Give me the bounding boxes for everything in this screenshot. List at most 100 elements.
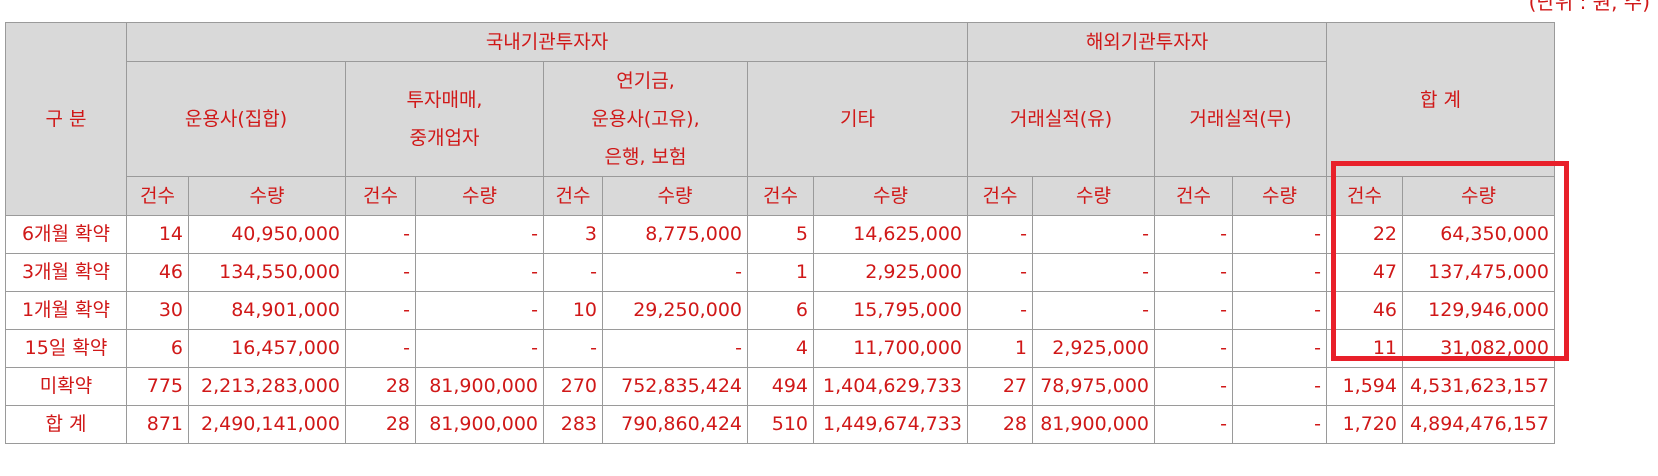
quantity-cell: 84,901,000 (188, 291, 346, 330)
quantity-cell: 2,490,141,000 (188, 405, 346, 444)
quantity-cell: 81,900,000 (415, 405, 544, 444)
quantity-cell: - (602, 253, 748, 292)
quantity-cell: - (1032, 253, 1155, 292)
count-cell: 47 (1326, 253, 1403, 292)
row-label: 1개월 확약 (5, 291, 127, 330)
quantity-cell: 4,894,476,157 (1402, 405, 1555, 444)
quantity-cell: - (1232, 253, 1327, 292)
count-cell: - (1154, 215, 1233, 254)
count-cell: 46 (126, 253, 189, 292)
header-count: 건수 (126, 176, 189, 216)
header-quantity: 수량 (415, 176, 544, 216)
quantity-cell: - (1032, 291, 1155, 330)
quantity-cell: - (1232, 405, 1327, 444)
count-cell: 3 (543, 215, 603, 254)
header-group-broker-dealer: 투자매매, 중개업자 (345, 61, 544, 177)
row-label: 15일 확약 (5, 329, 127, 368)
count-cell: - (345, 329, 416, 368)
count-cell: 1,720 (1326, 405, 1403, 444)
quantity-cell: - (1232, 329, 1327, 368)
row-label: 합 계 (5, 405, 127, 444)
table-row: 1개월 확약 30 84,901,000- -10 29,250,000 6 15,795,… (5, 291, 1555, 330)
quantity-cell: - (415, 291, 544, 330)
header-count: 건수 (1326, 176, 1403, 216)
header-quantity: 수량 (188, 176, 346, 216)
quantity-cell: 16,457,000 (188, 329, 346, 368)
header-group-with-history: 거래실적(유) (967, 61, 1155, 177)
header-quantity: 수량 (602, 176, 748, 216)
count-cell: 6 (747, 291, 814, 330)
count-cell: 1 (747, 253, 814, 292)
header-group-other: 기타 (747, 61, 968, 177)
quantity-cell: 31,082,000 (1402, 329, 1555, 368)
row-label: 3개월 확약 (5, 253, 127, 292)
quantity-cell: 29,250,000 (602, 291, 748, 330)
quantity-cell: 15,795,000 (813, 291, 968, 330)
table-row: 미확약 775 2,213,283,000 28 81,900,000 270 752,83… (5, 367, 1555, 406)
count-cell: 22 (1326, 215, 1403, 254)
header-group-asset-manager: 운용사(집합) (126, 61, 346, 177)
quantity-cell: 40,950,000 (188, 215, 346, 254)
quantity-cell: 64,350,000 (1402, 215, 1555, 254)
quantity-cell: 81,900,000 (415, 367, 544, 406)
count-cell: - (1154, 291, 1233, 330)
quantity-cell: 4,531,623,157 (1402, 367, 1555, 406)
table-row: 6개월 확약 14 40,950,000- -3 8,775,000 5 14,625,00… (5, 215, 1555, 254)
count-cell: 270 (543, 367, 603, 406)
quantity-cell: - (1032, 215, 1155, 254)
header-count: 건수 (345, 176, 416, 216)
header-group-pension-bank-insurance: 연기금, 운용사(고유), 은행, 보험 (543, 61, 748, 177)
header-category: 구 분 (5, 22, 127, 216)
header-count: 건수 (543, 176, 603, 216)
quantity-cell: 752,835,424 (602, 367, 748, 406)
count-cell: 28 (967, 405, 1033, 444)
quantity-cell: - (1232, 215, 1327, 254)
quantity-cell: 1,449,674,733 (813, 405, 968, 444)
count-cell: 871 (126, 405, 189, 444)
header-group-without-history: 거래실적(무) (1154, 61, 1327, 177)
count-cell: - (1154, 367, 1233, 406)
quantity-cell: 8,775,000 (602, 215, 748, 254)
row-label: 미확약 (5, 367, 127, 406)
count-cell: - (967, 253, 1033, 292)
count-cell: - (1154, 253, 1233, 292)
table-row: 15일 확약 6 16,457,000- - - -4 11,700,000 1 2,925,0… (5, 329, 1555, 368)
quantity-cell: 2,925,000 (813, 253, 968, 292)
header-quantity: 수량 (1232, 176, 1327, 216)
count-cell: 5 (747, 215, 814, 254)
quantity-cell: - (415, 329, 544, 368)
quantity-cell: - (1232, 367, 1327, 406)
count-cell: - (345, 215, 416, 254)
table-row: 합 계 871 2,490,141,000 28 81,900,000 283 790,86… (5, 405, 1555, 444)
header-count: 건수 (967, 176, 1033, 216)
count-cell: 1,594 (1326, 367, 1403, 406)
quantity-cell: 137,475,000 (1402, 253, 1555, 292)
quantity-cell: - (1232, 291, 1327, 330)
count-cell: 775 (126, 367, 189, 406)
quantity-cell: 790,860,424 (602, 405, 748, 444)
row-label: 6개월 확약 (5, 215, 127, 254)
quantity-cell: 78,975,000 (1032, 367, 1155, 406)
count-cell: 11 (1326, 329, 1403, 368)
count-cell: 10 (543, 291, 603, 330)
count-cell: 1 (967, 329, 1033, 368)
count-cell: 27 (967, 367, 1033, 406)
count-cell: - (967, 215, 1033, 254)
header-count: 건수 (747, 176, 814, 216)
header-count: 건수 (1154, 176, 1233, 216)
count-cell: 28 (345, 405, 416, 444)
header-domestic-investors: 국내기관투자자 (126, 22, 968, 62)
count-cell: 510 (747, 405, 814, 444)
count-cell: - (543, 329, 603, 368)
quantity-cell: - (602, 329, 748, 368)
quantity-cell: 2,213,283,000 (188, 367, 346, 406)
header-quantity: 수량 (1032, 176, 1155, 216)
header-quantity: 수량 (1402, 176, 1555, 216)
count-cell: - (1154, 405, 1233, 444)
header-quantity: 수량 (813, 176, 968, 216)
unit-note: (단위 : 원, 주) (1528, 0, 1650, 14)
quantity-cell: 11,700,000 (813, 329, 968, 368)
table-row: 3개월 확약 46 134,550,000- - - -1 2,925,000- - - -47 1… (5, 253, 1555, 292)
lockup-allocation-table: 구 분 국내기관투자자 해외기관투자자 합 계 운용사(집합) 투자매매, 중개업자… (5, 22, 1555, 444)
count-cell: 28 (345, 367, 416, 406)
